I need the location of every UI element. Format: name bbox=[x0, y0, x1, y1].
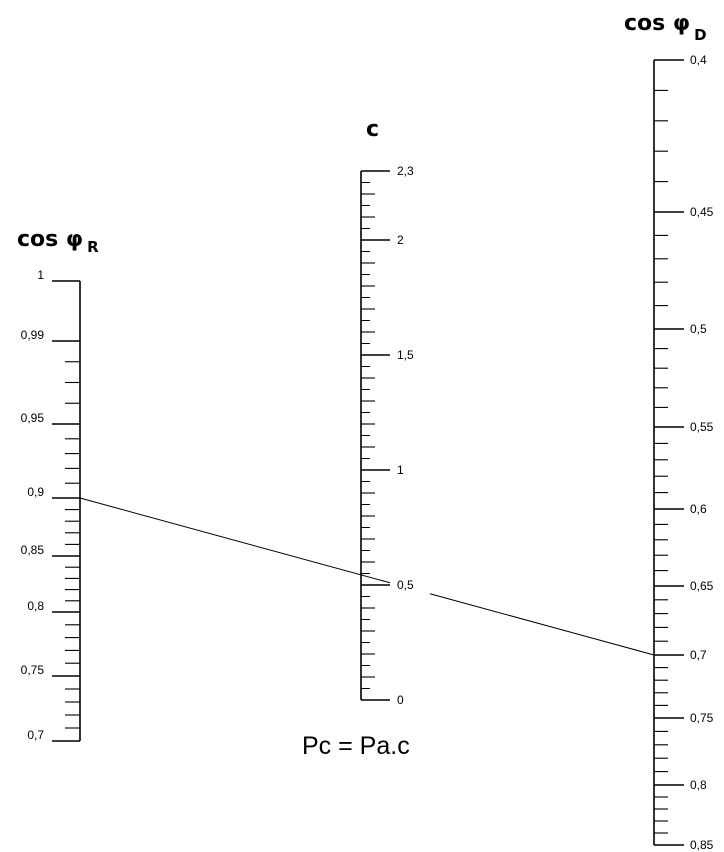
scale-d-label: 0,5 bbox=[690, 322, 707, 336]
scale-r-label: 0,99 bbox=[21, 328, 45, 342]
scale-c-label: 0,5 bbox=[397, 578, 414, 592]
formula: Pc = Pa.c bbox=[302, 732, 410, 760]
scale-r-label: 1 bbox=[37, 268, 44, 282]
scale-d-label: 0,8 bbox=[690, 778, 707, 792]
example-isopleth-left bbox=[79, 497, 391, 584]
scale-d-label: 0,7 bbox=[690, 648, 707, 662]
scale-d-ticks bbox=[654, 59, 684, 846]
scale-c-label: 2,3 bbox=[397, 164, 414, 178]
scale-d-label: 0,85 bbox=[690, 838, 714, 852]
scale-c-label: 0 bbox=[397, 693, 404, 707]
example-isopleth-right bbox=[429, 593, 655, 656]
scale-c-ticks bbox=[361, 170, 390, 701]
scale-r-label: 0,85 bbox=[21, 543, 45, 557]
scale-r-subscript: R bbox=[87, 238, 99, 256]
scale-d-label: 0,75 bbox=[690, 711, 714, 725]
scale-r-label: 0,95 bbox=[21, 411, 45, 425]
scale-d-label: 0,6 bbox=[690, 502, 707, 516]
scale-r-ticks bbox=[52, 280, 80, 742]
scale-d-label: 0,55 bbox=[690, 420, 714, 434]
scale-r-label: 0,75 bbox=[21, 663, 45, 677]
scale-labels: 1 0,99 0,95 0,9 0,85 0,8 0,75 0,7 2,3 2 1,5 1 0,5 0 0,… bbox=[21, 53, 714, 852]
scale-c-label: 1 bbox=[397, 463, 404, 477]
scale-d-label: 0,65 bbox=[690, 579, 714, 593]
scale-r-label: 0,8 bbox=[27, 599, 44, 613]
scale-c-title: c bbox=[366, 117, 379, 142]
scale-c-label: 1,5 bbox=[397, 348, 414, 362]
scale-d-label: 0,4 bbox=[690, 53, 707, 67]
scale-d-subscript: D bbox=[694, 26, 706, 44]
scale-r-label: 0,9 bbox=[27, 485, 44, 499]
scale-c-label: 2 bbox=[397, 233, 404, 247]
scale-d-label: 0,45 bbox=[690, 205, 714, 219]
scale-r-label: 0,7 bbox=[27, 728, 44, 742]
